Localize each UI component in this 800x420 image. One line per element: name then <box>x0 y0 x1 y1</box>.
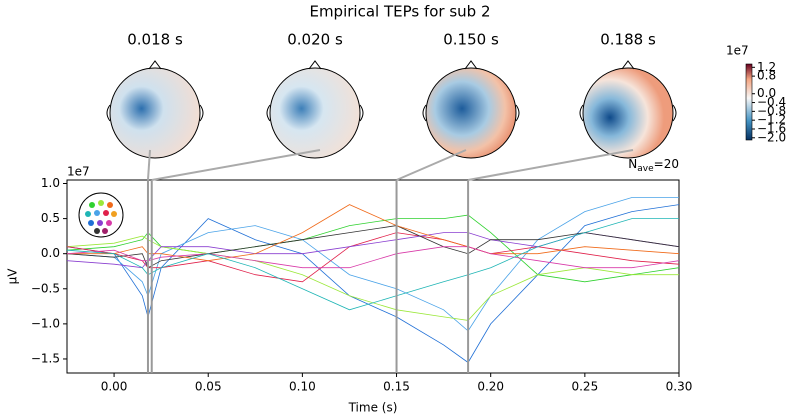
topomap-title: 0.020 s <box>287 31 343 49</box>
x-tick-label: 0.20 <box>477 380 504 394</box>
channel-line <box>67 235 679 321</box>
n-ave-part: =20 <box>654 157 679 171</box>
colorbar-tick-label: −2.0 <box>757 130 786 144</box>
channel-line <box>67 232 679 283</box>
y-tick-label: −0.5 <box>31 281 60 295</box>
x-axis-label: Time (s) <box>348 401 398 415</box>
topomap-connector <box>467 149 634 181</box>
n-ave-part: ave <box>637 164 654 174</box>
y-tick-label: 1.0 <box>41 176 60 190</box>
topomap-connector <box>396 149 467 181</box>
topomap-connector <box>146 149 151 181</box>
channel-line <box>67 204 679 364</box>
colorbar-tick-label: 0.0 <box>757 86 776 100</box>
topomap-title: 0.018 s <box>127 31 183 49</box>
colorbar-tick-label: 1.2 <box>757 60 776 74</box>
x-tick-label: 0.05 <box>195 380 222 394</box>
channel-line <box>67 197 679 332</box>
channel-line <box>67 246 679 269</box>
colorbar-offset-label: 1e7 <box>726 44 749 58</box>
x-tick-label: 0.15 <box>383 380 410 394</box>
y-offset-label: 1e7 <box>67 165 90 179</box>
sensor-inset <box>78 192 124 238</box>
x-tick-label: 0.30 <box>666 380 693 394</box>
channel-line <box>67 218 679 311</box>
y-tick-label: 0.0 <box>41 246 60 260</box>
channel-line <box>67 204 679 262</box>
n-ave-annotation: Nave=20 <box>628 157 679 174</box>
topomap-title: 0.150 s <box>443 31 499 49</box>
y-tick-label: 0.5 <box>41 211 60 225</box>
y-tick-label: −1.5 <box>31 351 60 365</box>
colorbar-tick-label: −1.2 <box>757 113 786 127</box>
colorbar-tick-label: −1.6 <box>757 121 786 135</box>
x-tick-label: 0.10 <box>289 380 316 394</box>
figure-title: Empirical TEPs for sub 2 <box>309 3 490 21</box>
colorbar <box>745 63 753 141</box>
x-tick-label: 0.00 <box>101 380 128 394</box>
topomap-connector <box>151 149 321 181</box>
colorbar-tick-label: −0.8 <box>757 104 786 118</box>
y-tick-label: −1.0 <box>31 316 60 330</box>
colorbar-tick-label: 0.8 <box>757 69 776 83</box>
plot-frame <box>66 179 680 374</box>
topomap-heads <box>106 60 677 159</box>
y-axis-label: µV <box>6 268 20 285</box>
topomap-title: 0.188 s <box>600 31 656 49</box>
n-ave-part: N <box>628 157 637 171</box>
channel-line <box>67 225 679 269</box>
channel-line <box>67 214 679 283</box>
x-tick-label: 0.25 <box>571 380 598 394</box>
colorbar-tick-label: −0.4 <box>757 95 786 109</box>
